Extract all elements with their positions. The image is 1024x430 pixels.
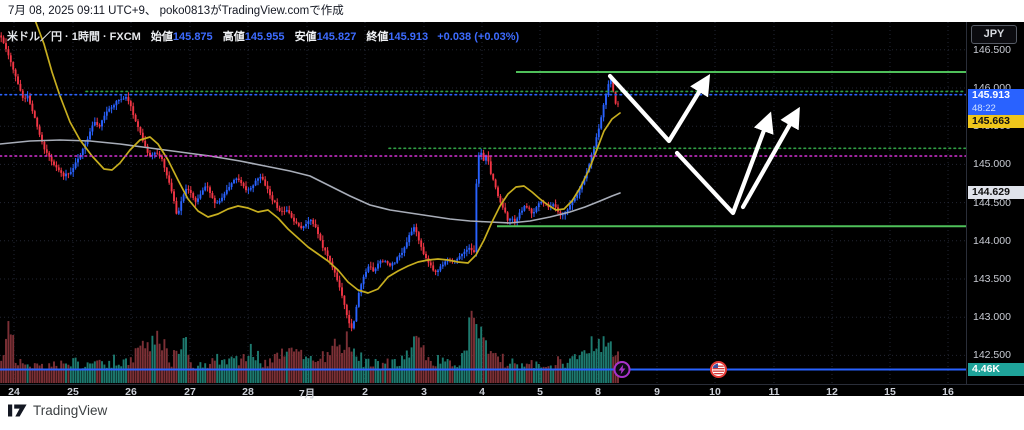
time-tick-11: 11 (768, 386, 780, 398)
projection-arrow (607, 73, 711, 144)
time-tick-28: 28 (242, 386, 254, 398)
open-value: 145.875 (172, 31, 213, 43)
time-tick-9: 9 (654, 386, 660, 398)
time-tick-8: 8 (595, 386, 601, 398)
open-label: 始値 (150, 31, 173, 43)
tradingview-logo-mark (8, 404, 27, 417)
volume-axis-label: 4.46K (968, 363, 1024, 376)
price-tick: 142.500 (973, 349, 1011, 362)
chart-canvas[interactable] (0, 22, 1024, 396)
close-label: 終値 (366, 31, 389, 43)
ma-slow-price-label: 144.629 (968, 186, 1024, 200)
symbol-title[interactable]: 米ドル／円 · 1時間 · FXCM (7, 31, 141, 43)
attribution-bar: 7月 08, 2025 09:11 UTC+9、 poko0813がTradin… (0, 0, 1024, 22)
price-tick: 144.000 (973, 234, 1011, 247)
time-tick-7月: 7月 (298, 388, 316, 400)
high-value: 145.955 (244, 31, 285, 43)
time-tick-3: 3 (421, 386, 427, 398)
time-tick-4: 4 (479, 386, 485, 398)
candles (0, 32, 619, 332)
projection-arrow (740, 106, 800, 210)
bar-countdown: 48:22 (972, 102, 996, 114)
tradingview-logo[interactable]: TradingView (8, 403, 107, 418)
time-tick-25: 25 (67, 386, 79, 398)
time-tick-10: 10 (709, 386, 721, 398)
time-tick-12: 12 (826, 386, 838, 398)
ma-fast-price-label: 145.663 (968, 114, 1024, 128)
change-value: +0.038 (+0.03%) (437, 31, 520, 43)
time-tick-24: 24 (8, 386, 20, 398)
lightning-icon[interactable] (613, 361, 631, 378)
attribution-text: 7月 08, 2025 09:11 UTC+9、 poko0813がTradin… (8, 5, 344, 17)
chart-pane[interactable]: 米ドル／円 · 1時間 · FXCM 始値145.875 高値145.955 安… (0, 22, 1024, 400)
grid (0, 22, 966, 383)
last-price-value: 145.913 (972, 88, 1010, 101)
close-value: 145.913 (388, 31, 429, 43)
low-label: 安値 (294, 31, 317, 43)
price-tick: 145.000 (973, 158, 1011, 171)
time-tick-26: 26 (125, 386, 137, 398)
price-tick: 143.500 (973, 273, 1011, 285)
time-tick-2: 2 (362, 386, 368, 398)
last-price-label: 145.913 48:22 (968, 88, 1024, 115)
time-tick-16: 16 (942, 386, 954, 398)
tradingview-logo-text: TradingView (33, 403, 108, 418)
ma-fast-line (34, 22, 621, 294)
time-tick-15: 15 (884, 386, 896, 398)
footer-bar: TradingView (0, 396, 1024, 430)
time-tick-5: 5 (537, 386, 543, 398)
high-label: 高値 (222, 31, 245, 43)
ma-slow-line (0, 139, 621, 224)
time-axis[interactable]: 24 25 26 27 28 7月 2 3 4 5 8 9 10 11 12 15 16 (0, 384, 1024, 400)
symbol-legend[interactable]: 米ドル／円 · 1時間 · FXCM 始値145.875 高値145.955 安… (7, 28, 519, 44)
price-tick: 143.000 (973, 311, 1011, 324)
time-tick-27: 27 (184, 386, 196, 398)
us-flag-icon[interactable] (710, 361, 727, 378)
projection-arrow (674, 111, 774, 216)
price-tick: 144.500 (973, 196, 1011, 209)
price-tick: 146.500 (973, 43, 1011, 56)
currency-button[interactable]: JPY (971, 25, 1017, 44)
low-value: 145.827 (316, 31, 357, 43)
price-axis[interactable]: JPY 146.500146.000145.500145.000144.5001… (966, 22, 1024, 384)
